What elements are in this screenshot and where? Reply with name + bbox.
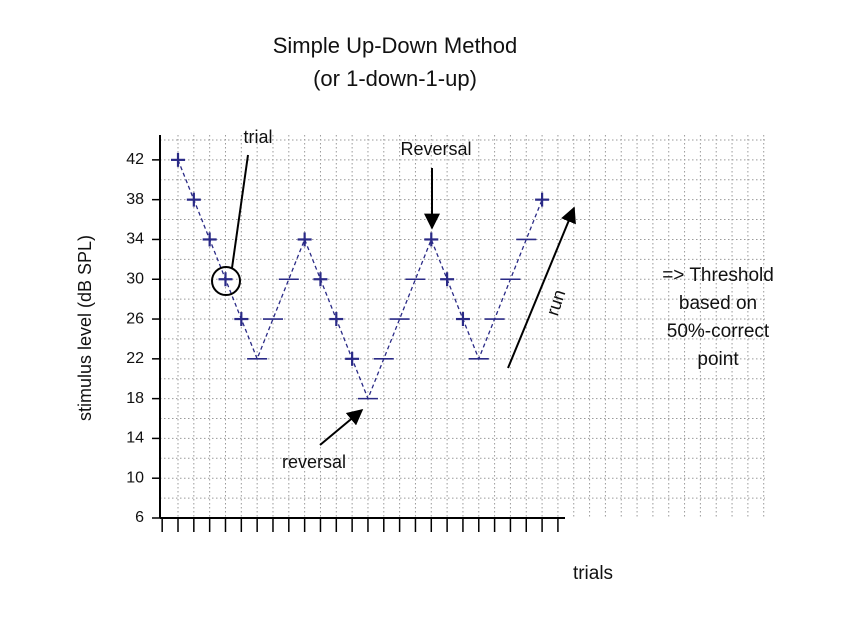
trial-marker [218,272,233,287]
trial-marker [202,232,217,247]
annotation-circle [211,266,241,296]
trial-marker [329,312,344,327]
trial-marker [313,272,328,287]
annotation-trial: trial [243,127,272,147]
chart-title: Simple Up-Down Method [273,33,518,58]
x-axis-label: trials [573,563,613,584]
staircase-line [177,159,543,401]
y-tick-label: 30 [126,270,144,287]
y-tick-label: 10 [126,469,144,486]
y-tick-label: 18 [126,390,144,407]
grid [160,135,765,518]
annotation-reversal: Reversal [400,139,471,159]
annotation-threshold: based on [679,293,757,314]
y-tick-label: 22 [126,350,144,367]
annotation-run: run [542,287,569,318]
y-tick-label: 38 [126,191,144,208]
trial-marker [345,351,360,366]
trial-marker [186,192,201,207]
annotation-arrow [507,206,576,369]
annotation-threshold: 50%-correct [667,321,770,342]
chart-subtitle: (or 1-down-1-up) [313,66,477,91]
trial-marker [440,272,455,287]
y-tick-label: 14 [126,430,144,447]
trial-marker [424,232,439,247]
annotation-line [231,154,249,269]
y-tick-label: 26 [126,310,144,327]
y-axis-label: stimulus level (dB SPL) [75,235,95,421]
y-tick-label: 42 [126,151,144,168]
trial-marker [455,312,470,327]
annotation-reversal: reversal [282,452,346,472]
y-tick-label: 6 [135,509,144,526]
trial-marker [234,312,249,327]
annotation-threshold: point [697,349,739,370]
trial-marker [171,152,185,167]
y-tick-label: 34 [126,231,144,248]
annotation-threshold: => Threshold [662,265,774,286]
plot [171,152,550,401]
annotation-arrow [319,408,364,446]
trial-marker [297,232,312,247]
trial-marker [535,192,550,207]
